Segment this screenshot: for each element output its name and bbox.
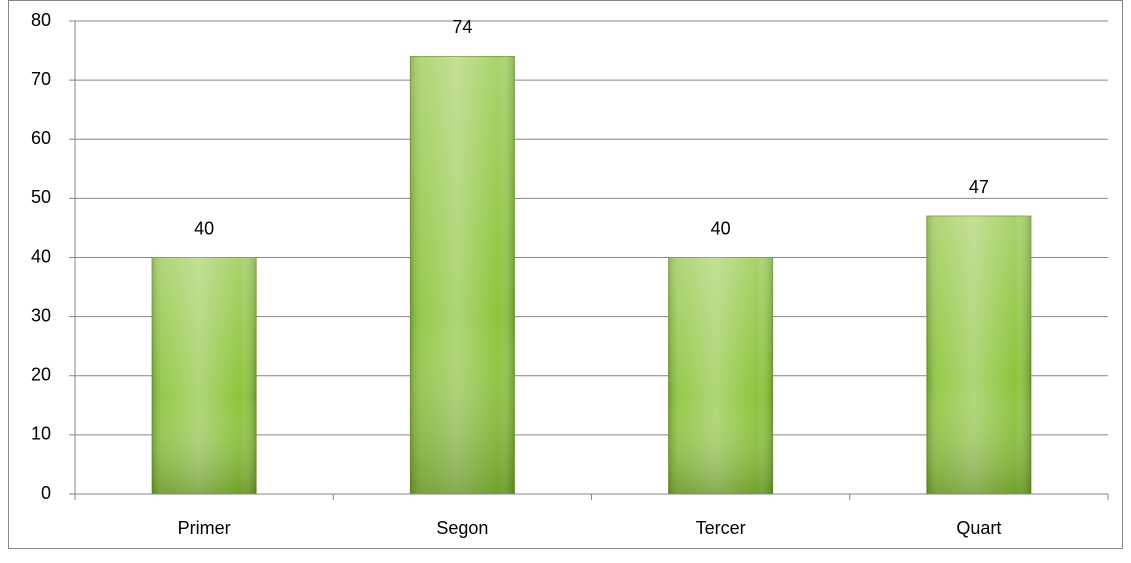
y-tick-label: 50 xyxy=(31,187,51,207)
y-tick-label: 80 xyxy=(31,10,51,30)
y-tick-label: 40 xyxy=(31,246,51,266)
data-label: 40 xyxy=(194,218,214,238)
x-tick-label: Segon xyxy=(436,518,488,538)
data-label: 47 xyxy=(969,177,989,197)
y-tick-label: 20 xyxy=(31,365,51,385)
y-tick-label: 10 xyxy=(31,424,51,444)
y-tick-label: 70 xyxy=(31,69,51,89)
y-tick-label: 60 xyxy=(31,128,51,148)
bar-shade xyxy=(410,56,515,494)
x-tick-label: Primer xyxy=(178,518,231,538)
y-tick-label: 30 xyxy=(31,305,51,325)
bar-shade xyxy=(152,257,257,494)
bar-shade xyxy=(668,257,773,494)
data-label: 40 xyxy=(711,218,731,238)
y-tick-label: 0 xyxy=(41,483,51,503)
bar-shade xyxy=(926,216,1031,495)
x-tick-label: Tercer xyxy=(696,518,746,538)
x-tick-label: Quart xyxy=(956,518,1001,538)
data-label: 74 xyxy=(452,17,472,37)
